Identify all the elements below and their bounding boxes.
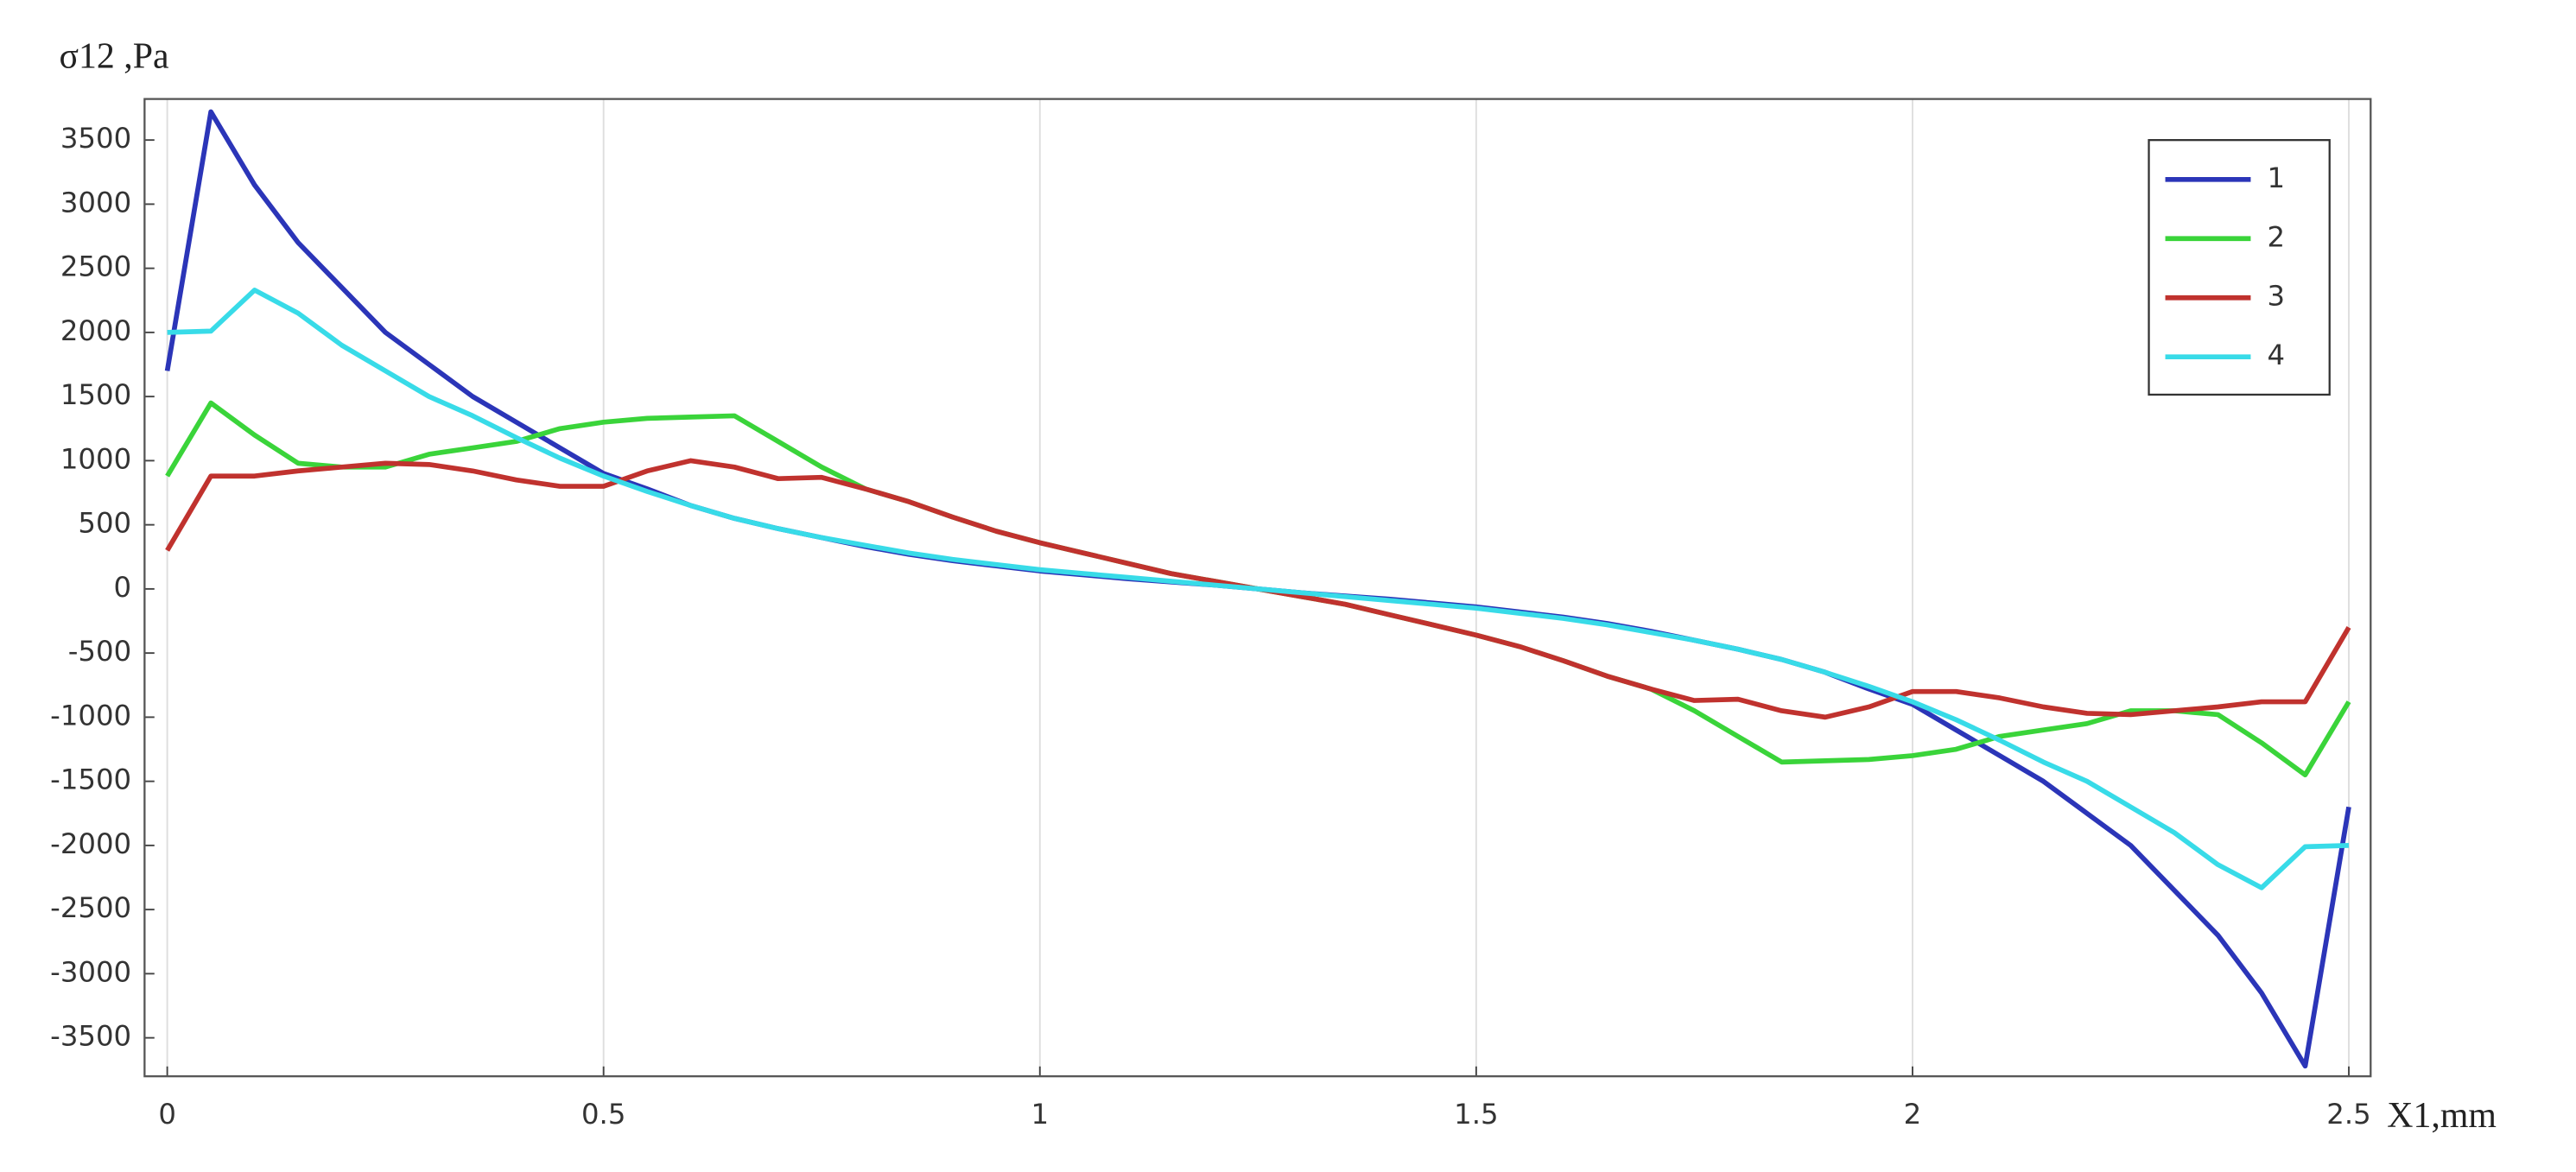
legend: 1 2 3 4 bbox=[2148, 139, 2331, 396]
y-tick-label: 500 bbox=[78, 507, 131, 540]
y-tick-label: 0 bbox=[114, 571, 132, 604]
y-tick-label: -3000 bbox=[50, 955, 131, 988]
x-tick-label: 1.5 bbox=[1454, 1098, 1498, 1131]
plot-frame bbox=[143, 98, 2372, 1078]
y-tick-label: -1500 bbox=[50, 763, 131, 796]
y-tick-label: 3000 bbox=[60, 186, 131, 219]
y-tick-label: 1000 bbox=[60, 442, 131, 475]
legend-label: 4 bbox=[2267, 339, 2285, 371]
y-tick-label: -500 bbox=[68, 635, 131, 668]
x-tick-label: 0.5 bbox=[581, 1098, 625, 1131]
y-tick-label: -3500 bbox=[50, 1020, 131, 1053]
y-tick-label: -2000 bbox=[50, 827, 131, 860]
y-axis-title: σ12 ,Pa bbox=[59, 37, 168, 77]
y-tick-label: 1500 bbox=[60, 378, 131, 411]
data-line bbox=[167, 288, 2350, 890]
legend-label: 1 bbox=[2267, 162, 2285, 194]
legend-label: 2 bbox=[2267, 220, 2285, 253]
x-tick-label: 2.5 bbox=[2326, 1098, 2370, 1131]
y-tick-label: -1000 bbox=[50, 699, 131, 732]
x-tick-label: 0 bbox=[158, 1098, 176, 1131]
y-tick-label: 3500 bbox=[60, 122, 131, 155]
x-tick-label: 2 bbox=[1904, 1098, 1922, 1131]
x-tick-label: 1 bbox=[1031, 1098, 1049, 1131]
legend-box bbox=[2148, 139, 2331, 396]
x-axis-title: X1,mm bbox=[2387, 1096, 2497, 1136]
y-tick-label: -2500 bbox=[50, 891, 131, 924]
y-tick-label: 2000 bbox=[60, 314, 131, 347]
legend-label: 3 bbox=[2267, 280, 2285, 313]
y-tick-label: 2500 bbox=[60, 250, 131, 283]
